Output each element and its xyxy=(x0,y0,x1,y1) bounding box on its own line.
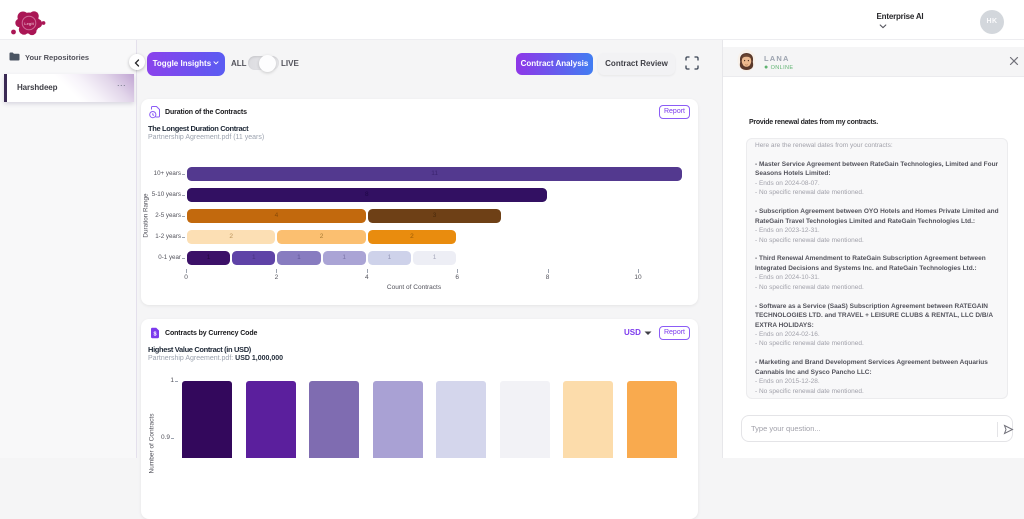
svg-text:$: $ xyxy=(153,332,156,338)
svg-text:Legit: Legit xyxy=(24,21,34,26)
